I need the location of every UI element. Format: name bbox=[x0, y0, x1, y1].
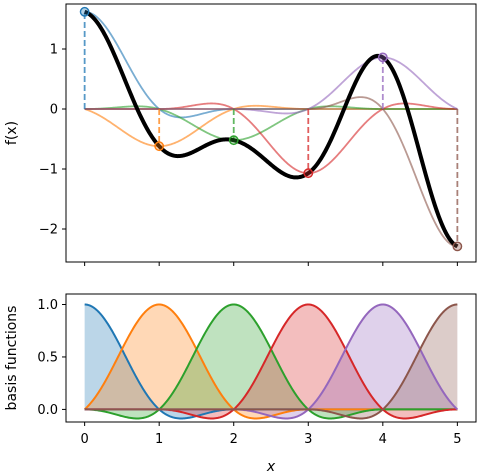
bottom-x-tick-label: 4 bbox=[379, 432, 387, 447]
bottom-x-tick-label: 1 bbox=[155, 432, 163, 447]
interpolation-panel: −2 −1 0 1 f(x) bbox=[4, 3, 477, 266]
top-y-tick-label: 1 bbox=[50, 43, 58, 58]
node-marker-1 bbox=[154, 141, 165, 152]
bottom-y-tick-label: 0.0 bbox=[37, 403, 58, 418]
bottom-x-tick-label: 3 bbox=[304, 432, 312, 447]
node-marker-5 bbox=[452, 241, 463, 252]
scaled-basis-curve-5 bbox=[84, 96, 458, 248]
basis-fill-1 bbox=[84, 304, 458, 419]
basis-fill-5 bbox=[84, 304, 458, 419]
top-y-tick-label: 0 bbox=[50, 103, 58, 118]
basis-curve-5 bbox=[84, 303, 458, 420]
top-axes-frame bbox=[65, 3, 477, 263]
basis-fill-2 bbox=[84, 304, 458, 419]
top-y-tick-label: −1 bbox=[39, 163, 58, 178]
interpolant-curve bbox=[83, 9, 459, 249]
x-axis-label: x bbox=[266, 459, 276, 475]
top-y-axis-label: f(x) bbox=[4, 121, 20, 145]
scaled-basis-curve-2 bbox=[84, 105, 458, 142]
bottom-x-tick-label: 2 bbox=[230, 432, 238, 447]
bottom-x-tick-label: 0 bbox=[80, 432, 88, 447]
bottom-x-tick-label: 5 bbox=[453, 432, 461, 447]
node-marker-4 bbox=[377, 52, 388, 63]
node-marker-3 bbox=[303, 168, 314, 179]
basis-fill-0 bbox=[84, 304, 458, 419]
bottom-y-tick-label: 0.5 bbox=[37, 350, 58, 365]
bottom-y-axis-label: basis functions bbox=[4, 306, 20, 411]
node-marker-0 bbox=[79, 6, 90, 17]
basis-functions-panel: 0.0 0.5 1.0 0 1 2 3 4 5 basis functions x bbox=[4, 293, 477, 475]
basis-fill-3 bbox=[84, 304, 458, 419]
bottom-axes-frame bbox=[65, 293, 477, 423]
top-y-tick-label: −2 bbox=[39, 223, 58, 238]
node-marker-2 bbox=[228, 135, 239, 146]
bottom-y-tick-label: 1.0 bbox=[37, 298, 58, 313]
basis-fill-4 bbox=[84, 304, 458, 419]
